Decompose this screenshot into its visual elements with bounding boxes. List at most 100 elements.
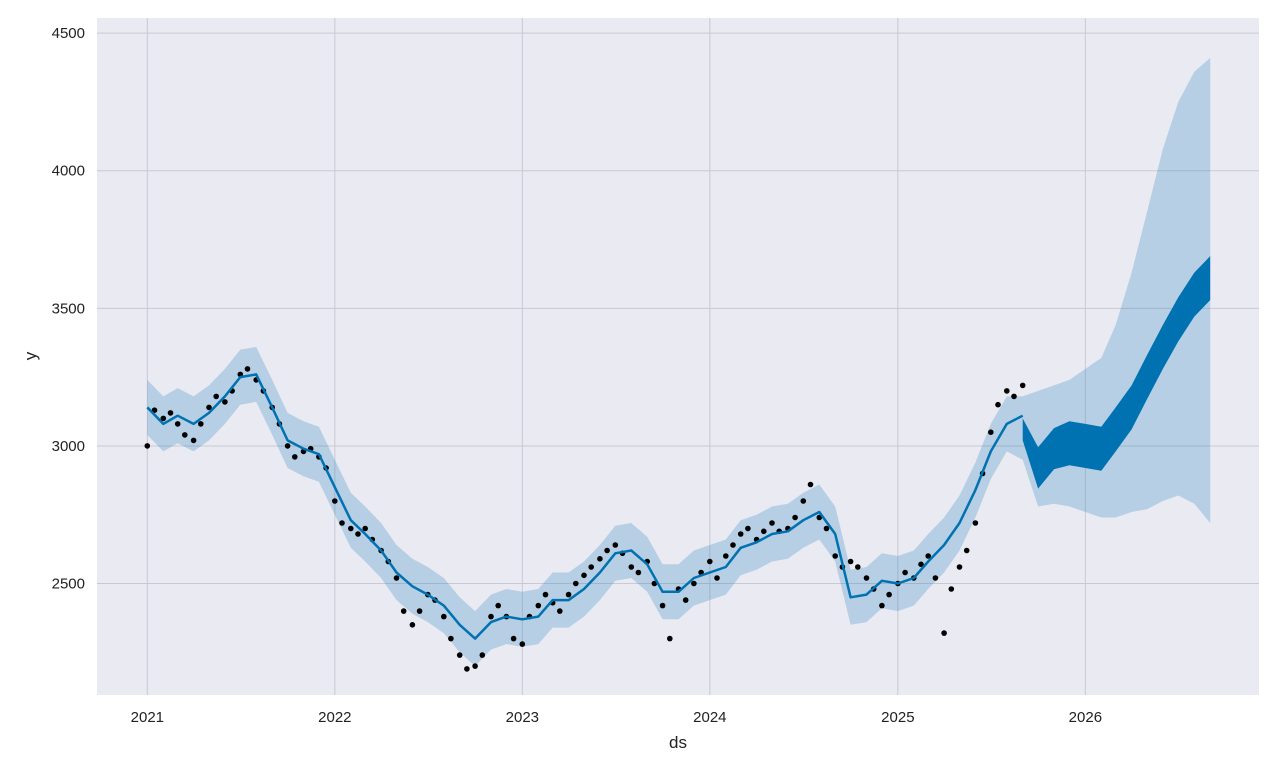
observed-point	[714, 575, 720, 581]
observed-point	[723, 553, 729, 559]
observed-point	[995, 401, 1001, 408]
observed-point	[206, 404, 212, 411]
grid-lines	[97, 18, 1259, 695]
observed-point	[495, 602, 502, 609]
observed-point	[244, 366, 251, 372]
forecast-line	[146, 256, 1211, 640]
observed-point	[581, 572, 587, 579]
observed-point	[1019, 382, 1026, 389]
observed-point	[956, 564, 963, 570]
y-tick-label: 2500	[52, 576, 85, 593]
observed-point	[362, 525, 369, 532]
y-tick-label: 3000	[52, 438, 85, 455]
observed-point	[659, 602, 666, 609]
x-tick-label: 2026	[1069, 709, 1102, 726]
y-axis-ticks: 2500 3000 3500 4000 4500	[52, 25, 85, 592]
y-tick-label: 4500	[52, 25, 85, 42]
observed-point	[761, 528, 767, 535]
y-tick-label: 3500	[52, 300, 85, 317]
observed-point	[284, 443, 291, 449]
forecast-oscillation-band	[1022, 256, 1211, 489]
observed-point	[604, 547, 610, 554]
observed-point	[1004, 388, 1010, 394]
observed-point	[769, 520, 775, 526]
forecast-yhat-line	[146, 373, 1024, 640]
plot-area	[97, 18, 1259, 695]
observed-point	[730, 542, 736, 548]
observed-point	[612, 542, 619, 548]
observed-point	[941, 630, 947, 636]
observed-point	[816, 514, 823, 521]
observed-point	[1011, 393, 1017, 400]
observed-point	[488, 613, 494, 620]
observed-point	[628, 564, 635, 570]
observed-point	[355, 531, 361, 537]
observed-point	[292, 454, 298, 460]
y-axis-label: y	[21, 351, 40, 360]
observed-point	[948, 586, 955, 592]
observed-point	[886, 591, 892, 598]
observed-point	[160, 415, 167, 422]
y-tick-label: 4000	[52, 163, 85, 180]
observed-point	[573, 580, 579, 587]
x-axis-label: ds	[669, 733, 687, 752]
observed-point	[174, 421, 181, 427]
observed-point	[745, 525, 751, 532]
observed-point	[902, 569, 908, 576]
observed-point	[332, 498, 338, 504]
observed-point	[198, 421, 204, 427]
observed-point	[800, 498, 807, 504]
observed-point	[479, 652, 486, 658]
observed-point	[400, 608, 407, 614]
observed-point	[691, 580, 697, 587]
observed-point	[635, 569, 642, 576]
observed-point	[932, 575, 939, 581]
observed-point	[682, 597, 689, 603]
observed-point	[707, 558, 713, 565]
observed-point	[792, 514, 798, 521]
observed-point	[535, 602, 542, 609]
x-axis-ticks: 2021 2022 2023 2024 2025 2026	[131, 709, 1102, 726]
observed-point	[339, 520, 345, 526]
x-tick-label: 2022	[318, 709, 351, 726]
observed-point	[597, 556, 603, 562]
observed-point	[441, 613, 447, 620]
observed-point	[737, 531, 744, 537]
observed-point	[213, 393, 219, 400]
observed-point	[510, 635, 517, 642]
observed-point	[588, 564, 594, 570]
observed-point	[519, 641, 526, 647]
observed-point	[925, 553, 931, 559]
x-tick-label: 2025	[881, 709, 914, 726]
observed-point	[823, 525, 830, 532]
observed-point	[456, 652, 463, 658]
x-tick-label: 2023	[506, 709, 539, 726]
observed-point	[963, 547, 970, 554]
observed-point	[416, 608, 423, 614]
observed-point	[167, 410, 174, 416]
observed-point	[557, 608, 563, 614]
observed-point	[464, 666, 470, 672]
observed-point	[565, 591, 572, 598]
observed-point	[190, 437, 197, 444]
observed-point	[879, 602, 885, 609]
x-tick-label: 2021	[131, 709, 164, 726]
observed-point	[847, 558, 854, 565]
observed-point	[182, 432, 188, 438]
observed-point	[144, 443, 151, 449]
observed-point	[918, 561, 924, 568]
observed-point	[448, 635, 454, 642]
observed-point	[855, 564, 861, 570]
observed-point	[472, 663, 478, 669]
observed-point	[863, 575, 870, 581]
observed-point	[409, 622, 416, 628]
observed-point	[393, 575, 400, 581]
observed-point	[988, 429, 994, 436]
observed-point	[542, 591, 549, 598]
observed-point	[348, 525, 354, 532]
observed-point	[972, 520, 979, 526]
observed-point	[807, 481, 814, 488]
observed-point	[222, 399, 228, 405]
observed-point	[832, 553, 838, 559]
